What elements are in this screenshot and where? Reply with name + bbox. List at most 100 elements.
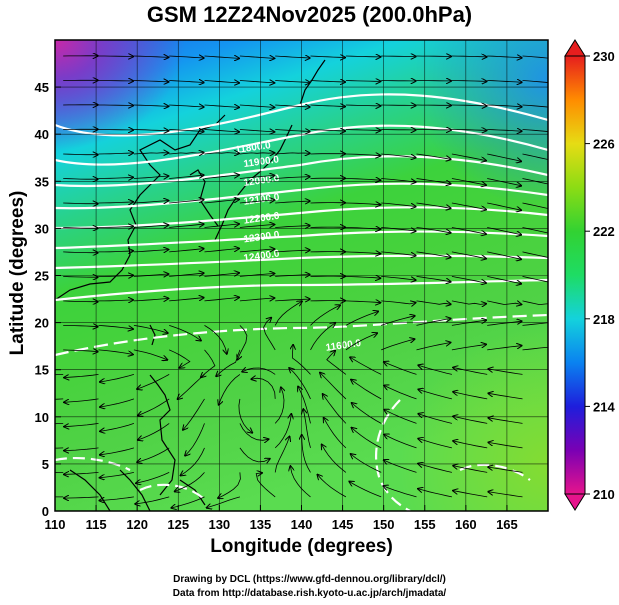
streamline (63, 325, 97, 326)
streamline (381, 276, 415, 280)
x-tick-label: 110 (45, 517, 66, 532)
streamline (239, 225, 274, 228)
streamline (522, 276, 548, 283)
colorbar-tick-label: 222 (593, 224, 615, 239)
streamline (169, 349, 191, 368)
streamline (345, 56, 381, 57)
credit-line-2: Data from http://database.rish.kyoto-u.a… (172, 588, 447, 599)
streamline (345, 179, 380, 181)
streamline (451, 300, 486, 305)
streamline (310, 323, 336, 351)
streamline (488, 467, 523, 473)
streamline (381, 339, 414, 351)
streamline (451, 105, 487, 106)
streamline (302, 435, 311, 473)
streamline (418, 414, 452, 424)
streamline (133, 201, 168, 204)
streamline (204, 200, 239, 204)
streamline (98, 177, 134, 178)
streamline (487, 251, 521, 259)
streamline (352, 428, 382, 449)
streamline (98, 81, 134, 82)
contour-label: 12300.0 (243, 230, 281, 246)
y-tick-label: 20 (35, 316, 49, 331)
streamline (453, 368, 488, 375)
streamline (183, 398, 205, 430)
streamline (63, 350, 97, 352)
streamline (239, 130, 274, 132)
streamline (204, 273, 239, 277)
x-axis-title: Longitude (degrees) (210, 536, 393, 557)
streamline (275, 153, 310, 154)
streamline (133, 130, 169, 131)
streamline (381, 227, 415, 232)
streamline (418, 489, 452, 498)
streamline (326, 351, 347, 375)
streamline (416, 251, 451, 257)
streamline (169, 81, 204, 83)
y-tick-label: 5 (42, 457, 49, 472)
streamline (522, 251, 548, 258)
streamline (381, 316, 415, 326)
streamline (298, 387, 311, 424)
contour-label: 12100.0 (243, 192, 281, 208)
y-tick-label: 30 (35, 221, 49, 236)
streamline (239, 423, 269, 440)
streamline (204, 105, 240, 107)
streamline (169, 200, 203, 204)
streamline (239, 447, 270, 462)
streamline (169, 325, 201, 340)
streamline (487, 81, 522, 83)
streamline (418, 389, 452, 400)
streamline (238, 398, 252, 433)
x-tick-label: 150 (373, 517, 395, 532)
streamline (453, 466, 488, 473)
streamline (345, 105, 381, 106)
streamline (310, 305, 341, 326)
streamline (136, 472, 170, 483)
y-tick-label: 0 (42, 504, 49, 519)
streamline (275, 250, 310, 252)
streamline (275, 56, 310, 58)
streamline (487, 130, 522, 132)
streamline (451, 153, 486, 161)
streamline (133, 225, 168, 228)
x-tick-label: 155 (414, 517, 436, 532)
x-tick-label: 125 (167, 517, 189, 532)
streamline (350, 357, 382, 375)
streamline (451, 251, 486, 259)
streamline (310, 130, 346, 132)
streamline (138, 398, 170, 416)
streamline (263, 318, 276, 351)
streamline (451, 81, 487, 82)
streamline (487, 56, 522, 58)
height-contours (55, 93, 548, 511)
streamline (487, 301, 521, 305)
streamline (487, 153, 521, 161)
streamline (416, 343, 451, 351)
streamline (275, 130, 310, 132)
streamline (169, 298, 203, 302)
streamline (133, 105, 169, 106)
streamline (488, 492, 523, 498)
streamline (345, 252, 380, 254)
streamline (383, 486, 417, 498)
streamline (55, 398, 64, 400)
x-tick-label: 160 (455, 517, 477, 532)
streamline (169, 153, 203, 155)
x-tick-label: 140 (291, 517, 313, 532)
streamline (98, 105, 134, 106)
streamline (345, 203, 380, 205)
streamline (345, 81, 381, 82)
streamline (98, 202, 134, 203)
streamline (133, 325, 168, 333)
streamline (204, 56, 240, 58)
streamline (238, 325, 248, 359)
streamline (384, 410, 417, 424)
streamline (133, 56, 169, 57)
streamline (251, 378, 276, 399)
streamline (64, 448, 99, 451)
streamline (275, 105, 310, 107)
streamline (451, 276, 486, 283)
streamline (453, 416, 488, 424)
